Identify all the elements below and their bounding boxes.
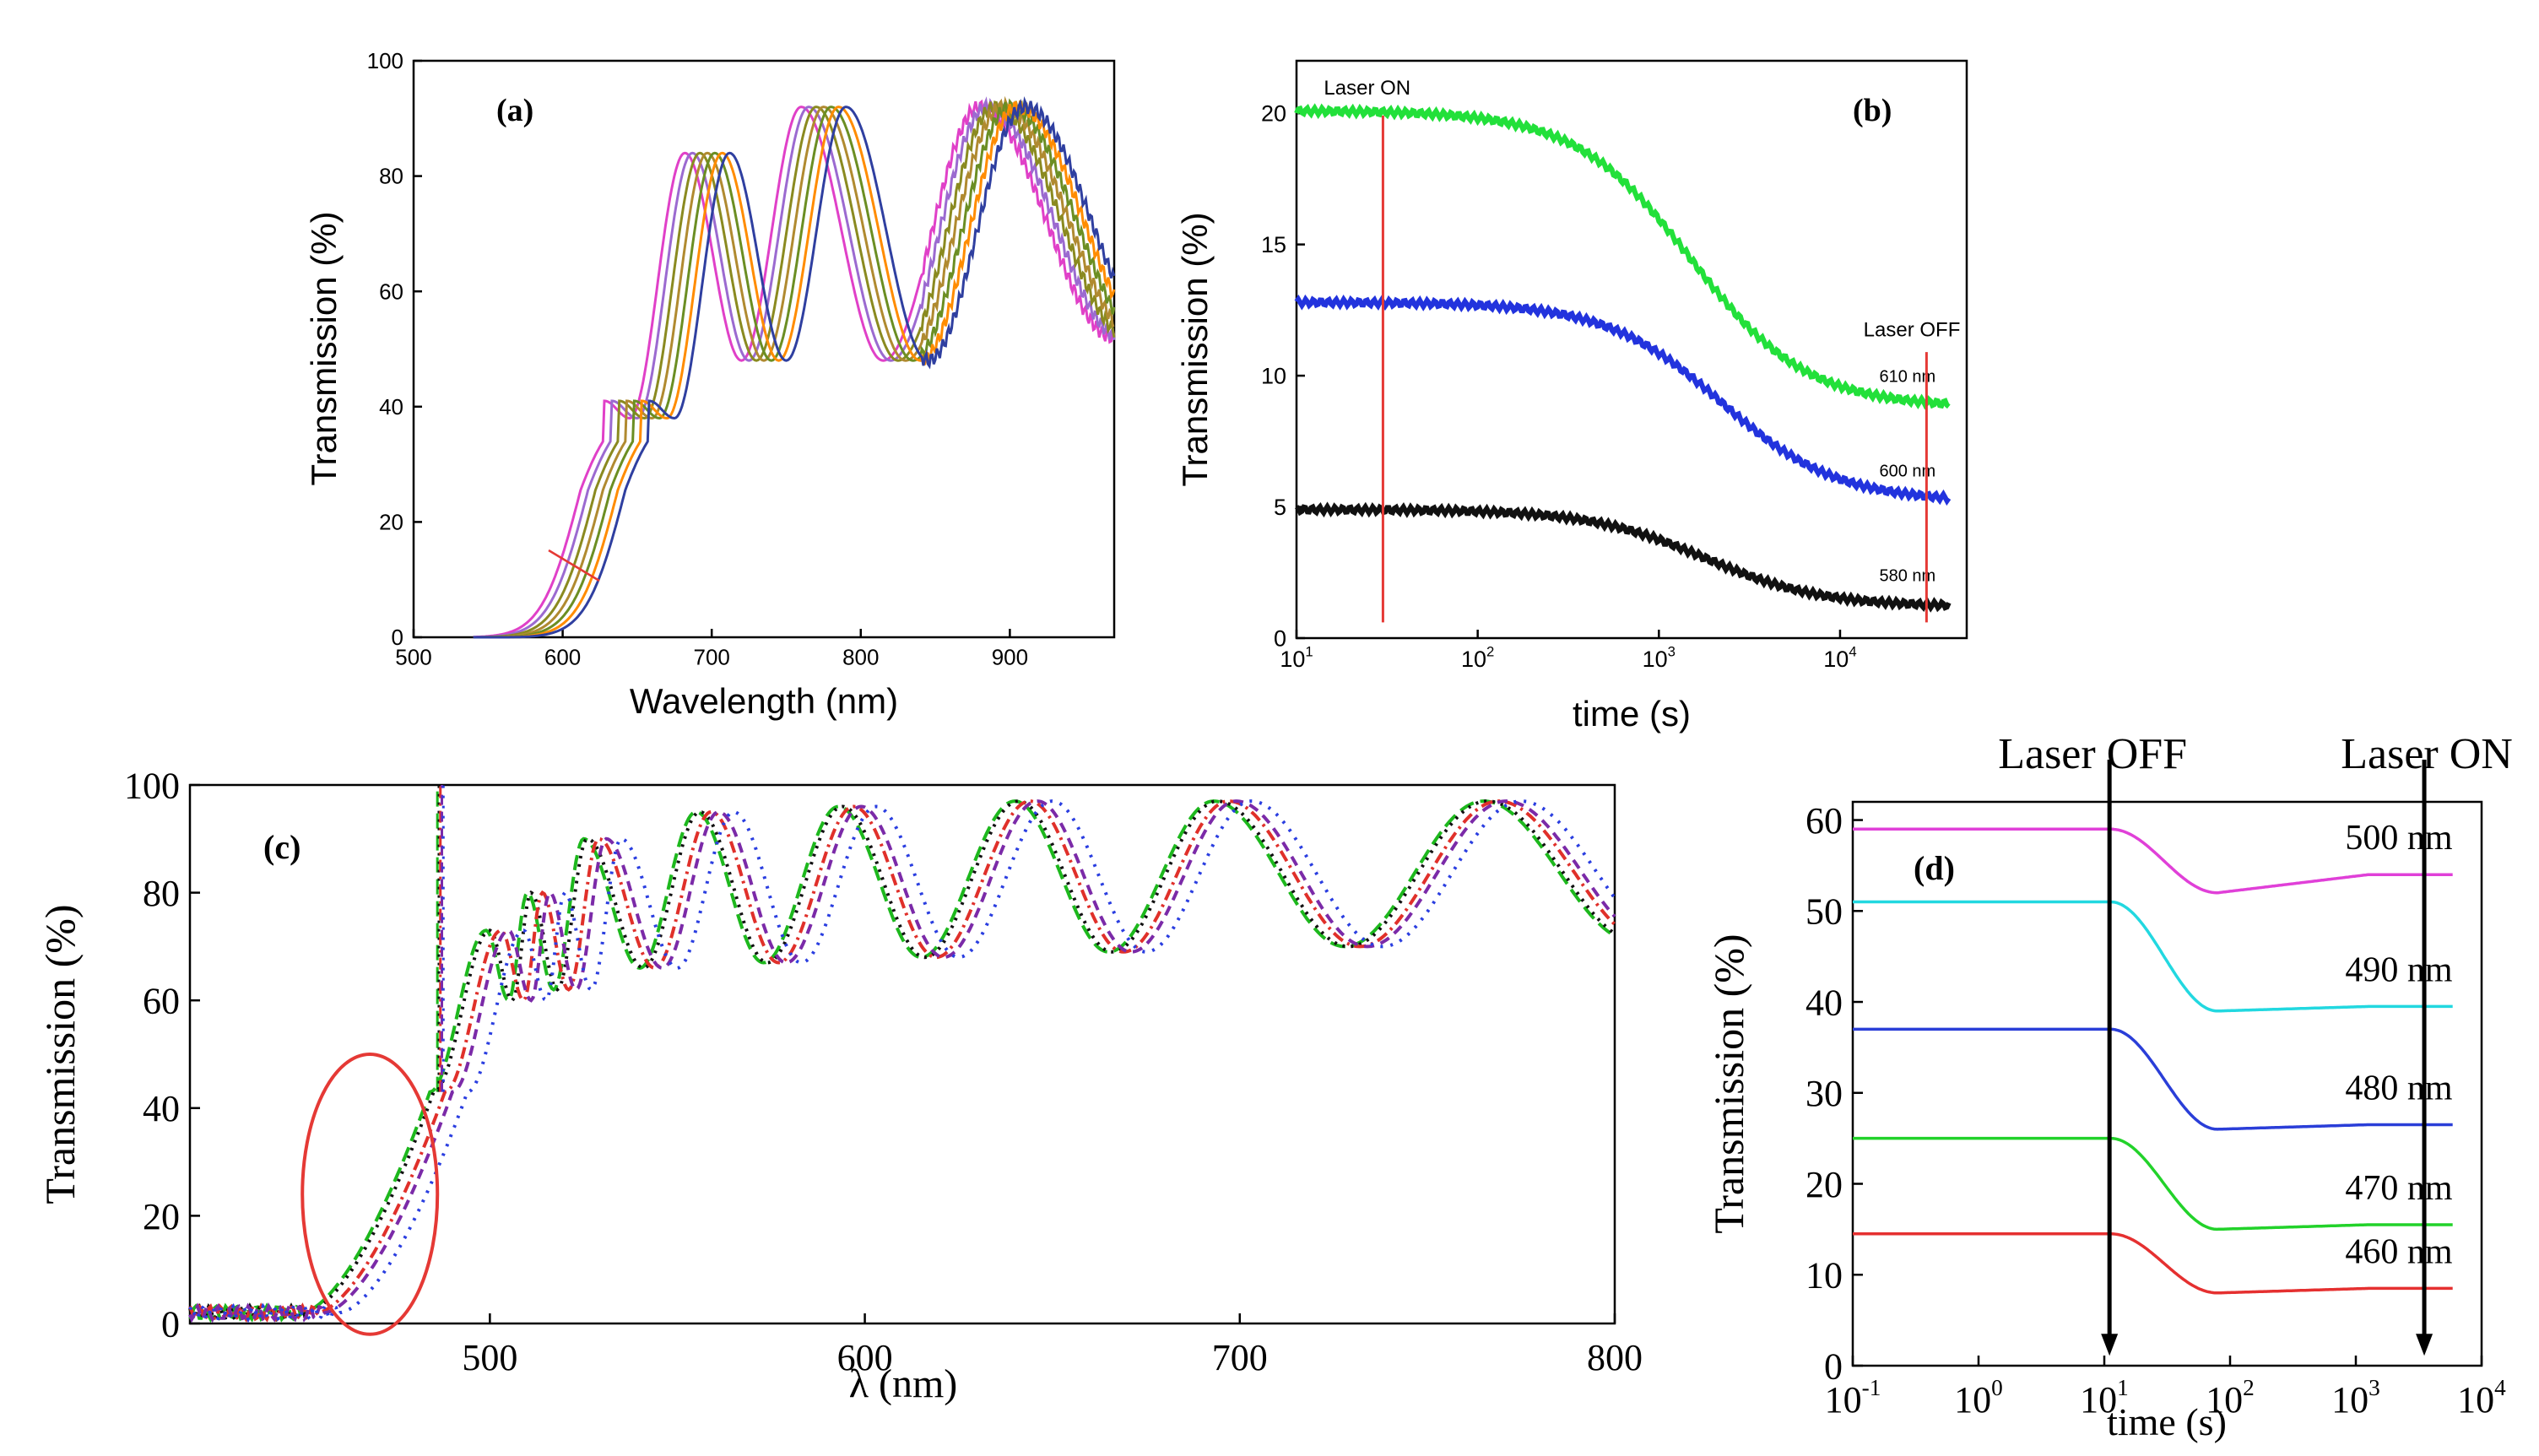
y-tick-label: 20 — [1805, 1164, 1843, 1205]
plot-frame — [188, 783, 1616, 1325]
x-tick-label: 500 — [395, 645, 431, 670]
y-tick-label: 20 — [379, 510, 403, 535]
y-tick-label: 0 — [1274, 625, 1286, 651]
x-tick-label: 102 — [1461, 644, 1494, 672]
y-tick-label: 20 — [1261, 101, 1286, 127]
panel-d-chart: 0 10 20 30 40 50 60 10-1 100 101 102 103 104 500 nm… — [1705, 730, 2513, 1443]
y-axis-title: Transmission (%) — [1705, 934, 1752, 1233]
series-label: 500 nm — [2345, 819, 2453, 858]
y-tick-label: 60 — [1805, 800, 1843, 842]
y-tick-label: 0 — [161, 1303, 180, 1345]
x-tick-label: 10-1 — [1825, 1375, 1881, 1421]
x-tick-label: 600 — [544, 645, 581, 670]
y-tick-label: 15 — [1261, 232, 1286, 257]
event-arrow-head — [2101, 1334, 2119, 1356]
series-line — [188, 799, 1616, 1323]
x-tick-label: 101 — [2080, 1375, 2129, 1421]
y-tick-label: 40 — [143, 1088, 180, 1129]
highlight-ellipse — [300, 1052, 440, 1336]
y-tick-label: 80 — [379, 164, 403, 189]
series-label: 480 nm — [2345, 1069, 2453, 1107]
x-axis-title: Wavelength (nm) — [630, 681, 898, 721]
x-tick-label: 600 — [837, 1337, 893, 1378]
x-tick-label: 101 — [1280, 644, 1313, 672]
series-label: 490 nm — [2345, 950, 2453, 989]
series-label: 470 nm — [2345, 1169, 2453, 1208]
series-line — [1853, 827, 2453, 895]
y-tick-label: 60 — [143, 981, 180, 1022]
y-tick-label: 0 — [1824, 1345, 1843, 1387]
plot-frame — [1851, 800, 2483, 1367]
series-line — [473, 96, 1116, 639]
event-arrow-head — [2416, 1334, 2433, 1356]
y-tick-label: 40 — [1805, 982, 1843, 1023]
panel-a-chart: 0 20 40 60 80 100 500 600 700 800 900 (a) Wavelen… — [304, 48, 1116, 721]
marker-label: Laser ON — [1324, 77, 1410, 100]
event-label: Laser OFF — [1998, 730, 2187, 778]
x-tick-label: 104 — [2457, 1375, 2506, 1421]
x-tick-label: 900 — [992, 645, 1028, 670]
y-axis-title: Transmission (%) — [36, 904, 84, 1204]
series-line — [1853, 900, 2453, 1013]
y-tick-label: 5 — [1274, 495, 1286, 520]
series-label: 600 nm — [1879, 462, 1935, 480]
x-axis-title: time (s) — [1573, 694, 1691, 733]
series-line — [1294, 103, 1951, 410]
x-tick-label: 800 — [1587, 1337, 1643, 1378]
panel-label: (d) — [1914, 849, 1955, 887]
series-line — [1853, 1232, 2453, 1295]
x-tick-label: 100 — [1954, 1375, 2003, 1421]
plot-frame — [1295, 59, 1968, 640]
x-tick-label: 104 — [1823, 644, 1856, 672]
series-line — [188, 799, 1616, 1323]
series-line — [1853, 1136, 2453, 1231]
y-tick-label: 30 — [1805, 1073, 1843, 1114]
x-tick-label: 500 — [462, 1337, 517, 1378]
y-tick-label: 50 — [1805, 891, 1843, 933]
panel-label: (b) — [1853, 93, 1892, 128]
series-line — [188, 799, 1616, 1323]
series-line — [1294, 501, 1952, 613]
y-tick-label: 20 — [143, 1196, 180, 1237]
series-line — [1294, 294, 1952, 506]
y-tick-label: 60 — [379, 279, 403, 304]
y-tick-label: 100 — [124, 765, 180, 806]
x-tick-label: 700 — [693, 645, 729, 670]
y-axis-title: Transmission (%) — [304, 211, 344, 485]
series-line — [188, 799, 1616, 1323]
y-tick-label: 0 — [392, 625, 403, 650]
x-tick-label: 800 — [842, 645, 879, 670]
x-axis-title: λ (nm) — [849, 1361, 958, 1406]
series-label: 460 nm — [2345, 1232, 2453, 1271]
marker-label: Laser OFF — [1864, 318, 1961, 341]
plot-frame — [412, 59, 1116, 639]
x-tick-label: 700 — [1212, 1337, 1268, 1378]
x-tick-label: 102 — [2206, 1375, 2255, 1421]
x-tick-label: 103 — [2331, 1375, 2380, 1421]
panel-label: (a) — [496, 93, 533, 128]
y-axis-title: Transmission (%) — [1175, 212, 1215, 486]
y-tick-label: 80 — [143, 873, 180, 914]
y-tick-label: 100 — [367, 48, 403, 73]
y-tick-label: 40 — [379, 394, 403, 419]
series-line — [188, 799, 1616, 1323]
panel-b-chart: 0 5 10 15 20 101 102 103 104 610 nm 600 nm 580 nm… — [1175, 59, 1968, 733]
x-tick-label: 103 — [1643, 644, 1676, 672]
event-label: Laser ON — [2341, 730, 2513, 778]
marker-line — [548, 549, 600, 582]
y-tick-label: 10 — [1261, 364, 1286, 389]
panel-c-chart: 0 20 40 60 80 100 500 600 700 800 (c) λ (nm) Tra… — [36, 765, 1643, 1406]
y-tick-label: 10 — [1805, 1255, 1843, 1296]
series-label: 580 nm — [1879, 567, 1935, 586]
series-line — [1853, 1027, 2453, 1131]
x-axis-title: time (s) — [2107, 1400, 2227, 1443]
series-label: 610 nm — [1879, 367, 1935, 386]
panel-label: (c) — [263, 828, 300, 866]
